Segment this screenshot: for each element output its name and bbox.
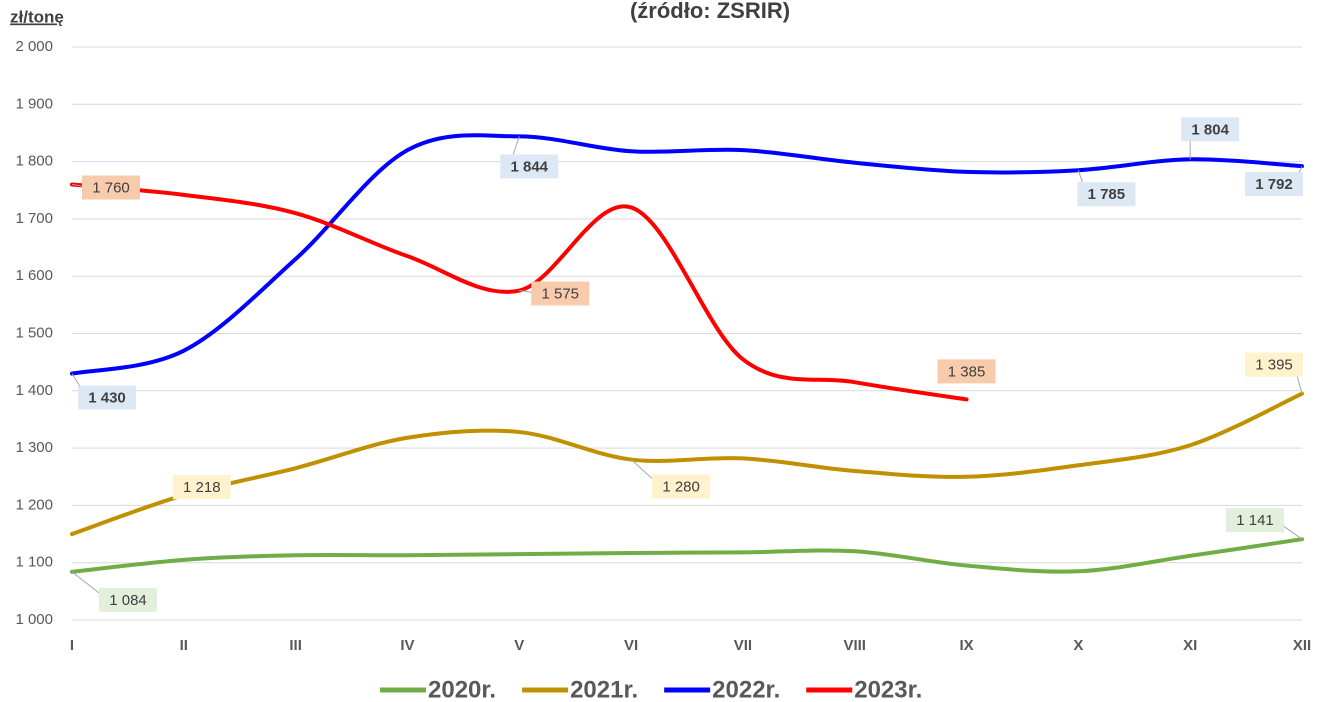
label-box <box>937 359 996 384</box>
y-tick-label: 1 700 <box>15 210 53 227</box>
label-box <box>1077 182 1136 207</box>
legend-label: 2020r. <box>428 676 496 702</box>
data-label: 1 385 <box>948 363 986 380</box>
data-label: 1 084 <box>109 592 147 609</box>
data-label: 1 280 <box>662 479 700 496</box>
legend-label: 2021r. <box>570 676 638 702</box>
x-tick-label: IX <box>959 637 973 654</box>
label-box <box>531 281 590 306</box>
label-box <box>1245 172 1303 197</box>
label-box <box>500 154 559 179</box>
data-label: 1 395 <box>1255 357 1293 374</box>
legend-label: 2022r. <box>712 676 780 702</box>
legend-label: 2023r. <box>854 676 922 702</box>
x-tick-label: VI <box>624 637 638 654</box>
data-label: 1 760 <box>92 179 130 196</box>
series-line <box>70 537 1304 574</box>
x-tick-label: I <box>70 637 74 654</box>
y-tick-label: 1 900 <box>15 95 53 112</box>
y-axis-label: zł/tonę <box>10 7 64 26</box>
label-box <box>99 587 157 612</box>
data-label: 1 218 <box>183 479 221 496</box>
chart-title: (źródło: ZSRIR) <box>630 0 790 23</box>
data-label: 1 141 <box>1236 512 1274 529</box>
data-label: 1 844 <box>510 158 548 175</box>
label-box <box>172 475 231 500</box>
y-tick-label: 1 200 <box>15 496 53 513</box>
y-tick-label: 1 400 <box>15 382 53 399</box>
label-box <box>1226 508 1284 533</box>
x-tick-label: VII <box>734 637 752 654</box>
label-box <box>652 474 711 499</box>
data-label: 1 785 <box>1088 186 1126 203</box>
series-line <box>70 391 1304 537</box>
x-tick-label: XI <box>1183 637 1197 654</box>
data-label: 1 792 <box>1255 176 1293 193</box>
series-line <box>70 182 969 402</box>
label-box <box>1245 352 1303 377</box>
label-box <box>78 385 136 410</box>
x-tick-label: VIII <box>843 637 866 654</box>
y-tick-label: 1 100 <box>15 554 53 571</box>
x-tick-label: IV <box>400 637 414 654</box>
series-line <box>70 133 1304 376</box>
data-label: 1 804 <box>1191 121 1229 138</box>
label-box <box>1181 117 1240 142</box>
x-tick-label: III <box>289 637 302 654</box>
label-box <box>82 175 140 200</box>
x-tick-label: XII <box>1293 637 1311 654</box>
y-tick-label: 1 600 <box>15 267 53 284</box>
y-tick-label: 1 300 <box>15 439 53 456</box>
x-tick-label: II <box>180 637 188 654</box>
x-tick-label: X <box>1073 637 1083 654</box>
y-tick-label: 1 800 <box>15 153 53 170</box>
data-label: 1 430 <box>88 390 126 407</box>
x-tick-label: V <box>514 637 524 654</box>
y-tick-label: 1 000 <box>15 611 53 628</box>
y-tick-label: 1 500 <box>15 324 53 341</box>
data-label: 1 575 <box>541 285 579 302</box>
y-tick-label: 2 000 <box>15 38 53 55</box>
